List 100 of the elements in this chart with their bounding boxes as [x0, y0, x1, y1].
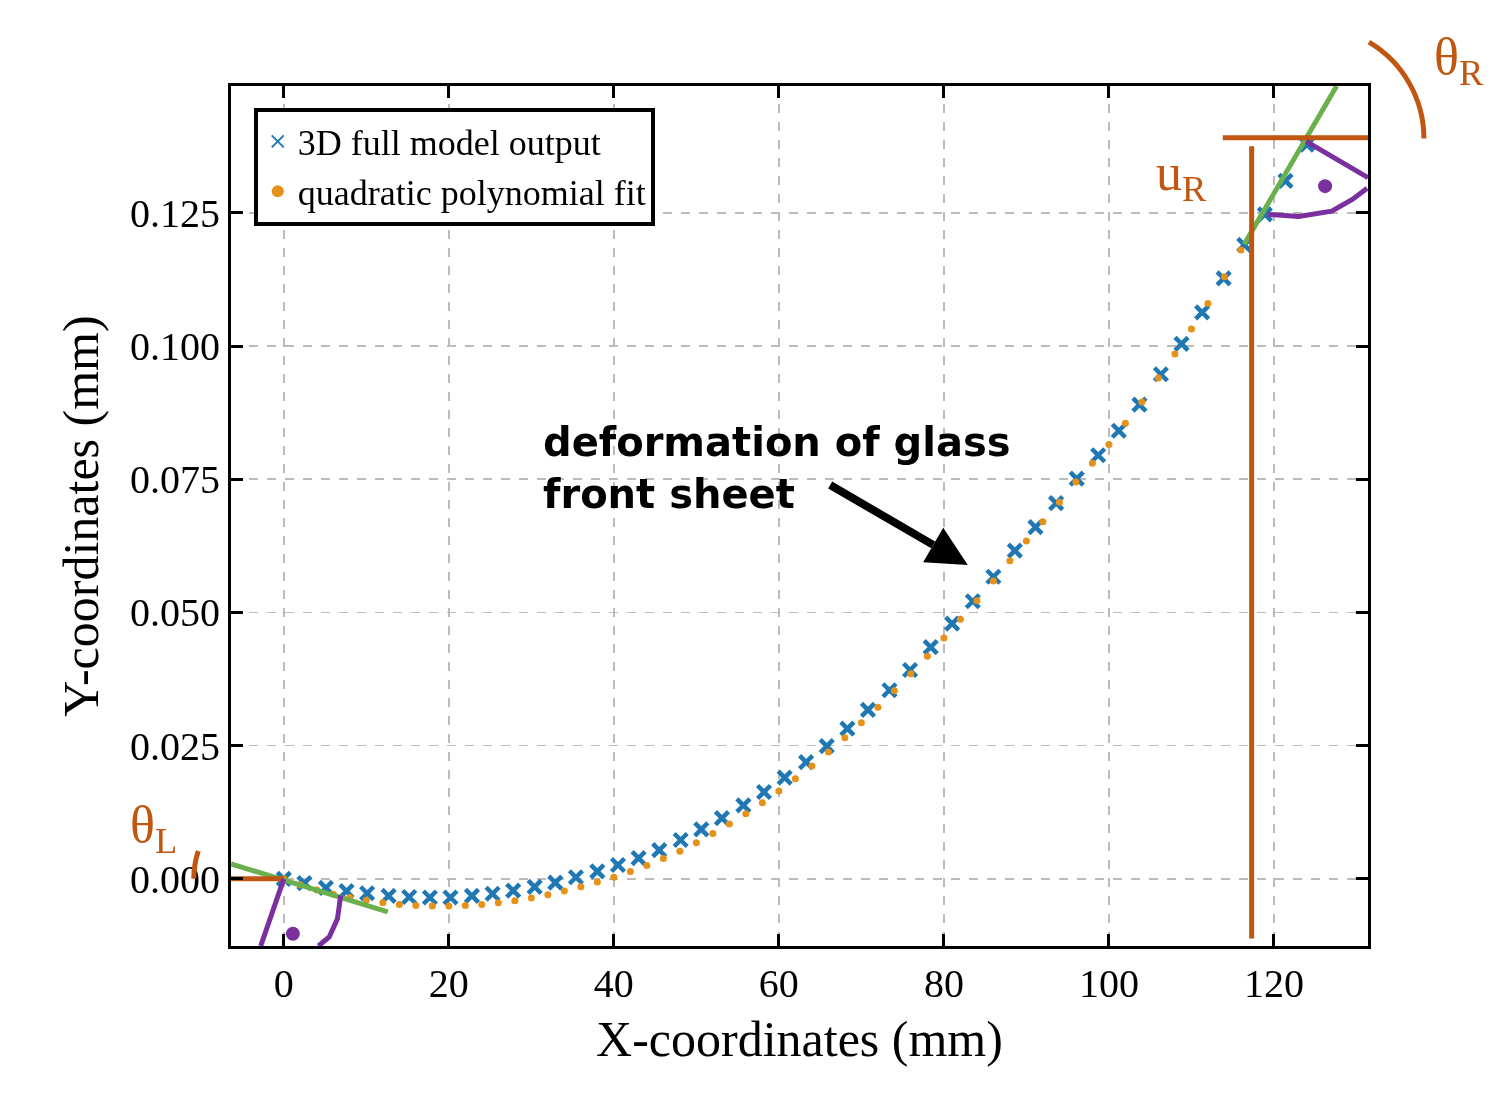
point	[659, 855, 667, 863]
point	[461, 902, 469, 909]
point	[874, 703, 882, 711]
point	[1067, 469, 1086, 488]
point	[1105, 441, 1113, 449]
point	[841, 734, 849, 742]
point	[337, 882, 356, 900]
point	[1237, 246, 1245, 254]
point	[973, 597, 981, 605]
x-tick-label: 20	[428, 961, 469, 1006]
y-tick-label: 0.125	[130, 190, 220, 236]
point	[880, 681, 899, 699]
point	[626, 867, 634, 875]
point	[901, 661, 919, 679]
point	[560, 887, 568, 895]
point	[445, 902, 453, 910]
point	[1121, 419, 1129, 427]
point	[285, 926, 300, 941]
point	[412, 902, 420, 909]
point	[943, 614, 961, 633]
x-tick-label: 80	[923, 961, 964, 1006]
point	[808, 762, 816, 770]
y-tick-label: 0.100	[130, 324, 220, 370]
x-tick-label: 100	[1078, 961, 1139, 1006]
point	[504, 881, 522, 900]
point	[817, 737, 836, 755]
point	[593, 878, 601, 886]
point	[379, 887, 398, 905]
point	[1172, 335, 1191, 353]
point	[400, 888, 418, 906]
annotation: deformation of glass front sheet	[543, 419, 1011, 517]
point	[984, 567, 1003, 586]
point	[797, 753, 815, 771]
point	[577, 883, 585, 891]
point	[1055, 498, 1063, 506]
point	[1171, 350, 1179, 358]
point	[1022, 537, 1030, 545]
x-axis-title: X-coordinates (mm)	[596, 1010, 1003, 1067]
point	[567, 868, 585, 887]
point	[907, 670, 915, 678]
point	[650, 841, 668, 859]
point	[791, 775, 799, 783]
point	[692, 820, 711, 839]
point	[494, 899, 502, 907]
point	[1006, 541, 1024, 560]
point	[709, 830, 717, 838]
point	[525, 878, 544, 896]
point	[1214, 269, 1233, 288]
point	[1138, 398, 1146, 406]
point	[775, 787, 783, 795]
point	[511, 897, 519, 905]
point	[609, 856, 627, 874]
x-tick-label: 40	[593, 961, 634, 1006]
point	[544, 891, 552, 899]
point	[692, 839, 700, 847]
point	[956, 615, 964, 623]
point	[1006, 557, 1014, 565]
point	[546, 873, 565, 892]
point	[713, 809, 731, 827]
y-tick-label: 0.025	[130, 723, 220, 769]
point	[1072, 478, 1080, 486]
point	[1110, 422, 1128, 440]
point	[1089, 446, 1107, 465]
point	[734, 796, 753, 815]
legend-label: quadratic polynomial fit	[297, 173, 646, 214]
point	[610, 873, 618, 881]
point	[1026, 518, 1045, 536]
point	[421, 888, 439, 907]
point	[921, 638, 940, 656]
point	[527, 894, 535, 902]
point	[1154, 374, 1162, 382]
point	[1187, 325, 1195, 333]
point	[629, 849, 648, 867]
point	[755, 783, 773, 801]
point	[463, 887, 481, 905]
point	[964, 592, 982, 610]
point	[859, 701, 877, 719]
legend-label: 3D full model output	[297, 123, 601, 164]
point	[478, 900, 486, 908]
point	[441, 888, 460, 907]
point	[824, 748, 832, 756]
text: θ$_{R}$	[1434, 28, 1484, 93]
point	[838, 719, 857, 738]
point	[676, 847, 684, 855]
point	[857, 719, 865, 727]
point	[890, 687, 898, 695]
point	[1088, 459, 1096, 467]
point	[742, 810, 750, 818]
x-tick-label: 120	[1243, 961, 1304, 1006]
point	[940, 634, 948, 642]
point	[1039, 518, 1047, 526]
x-tick-label: 0	[273, 961, 294, 1006]
y-axis-title: Y-coordinates (mm)	[53, 315, 109, 717]
annotation: u$_{R}$	[1156, 144, 1207, 209]
point	[1220, 273, 1228, 281]
point	[923, 652, 931, 660]
point	[1204, 299, 1212, 307]
point	[588, 862, 607, 881]
point	[428, 902, 436, 910]
point	[671, 831, 690, 849]
